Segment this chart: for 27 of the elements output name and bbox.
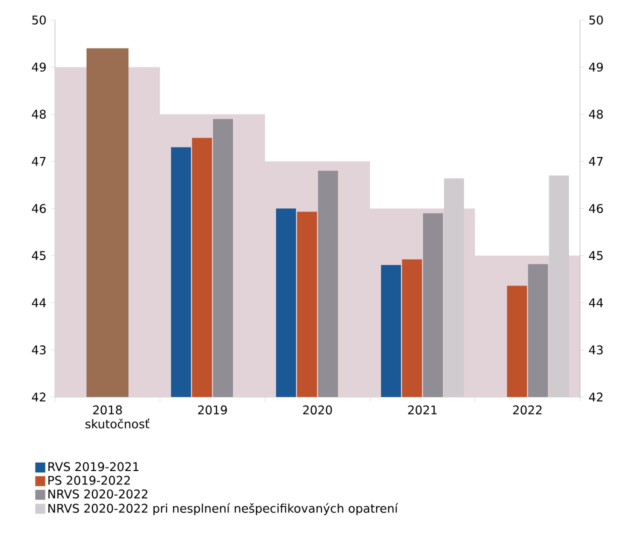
y-tick-label: 44 <box>589 298 603 308</box>
y-tick-label: 47 <box>589 157 603 166</box>
y-tick-label: 42 <box>589 392 602 402</box>
y-tick-label: 48 <box>589 110 603 119</box>
x-tick-label: 2018 skutočnosť <box>85 405 150 428</box>
legend-label: RVS 2019-2021 <box>48 462 139 472</box>
y2-tick-label: 49 <box>32 62 46 72</box>
y-tick-label: 45 <box>589 251 603 260</box>
legend-label: PS 2019-2022 <box>48 476 130 485</box>
y-tick-label: 50 <box>589 15 603 25</box>
y2-tick-label: 42 <box>32 392 46 402</box>
x-tick-label: 2022 <box>513 405 542 414</box>
y-tick-label: 49 <box>589 62 603 72</box>
legend-label: NRVS 2020-2022 <box>48 489 148 499</box>
y2-tick-label: 48 <box>32 110 46 119</box>
y-tick-label: 43 <box>589 345 603 354</box>
legend-label: NRVS 2020-2022 pri nesplnení nešpecifikovaných opatrení <box>48 503 398 516</box>
y2-tick-label: 44 <box>32 298 46 308</box>
x-tick-label: 2019 <box>198 405 227 414</box>
y2-tick-label: 47 <box>32 157 46 166</box>
y2-tick-label: 50 <box>32 15 46 25</box>
y2-tick-label: 43 <box>32 345 46 354</box>
y2-tick-label: 45 <box>32 251 46 260</box>
x-tick-label: 2020 <box>303 405 332 414</box>
y-tick-label: 46 <box>589 204 603 214</box>
y2-tick-label: 46 <box>32 204 46 214</box>
x-tick-label: 2021 <box>408 405 437 414</box>
